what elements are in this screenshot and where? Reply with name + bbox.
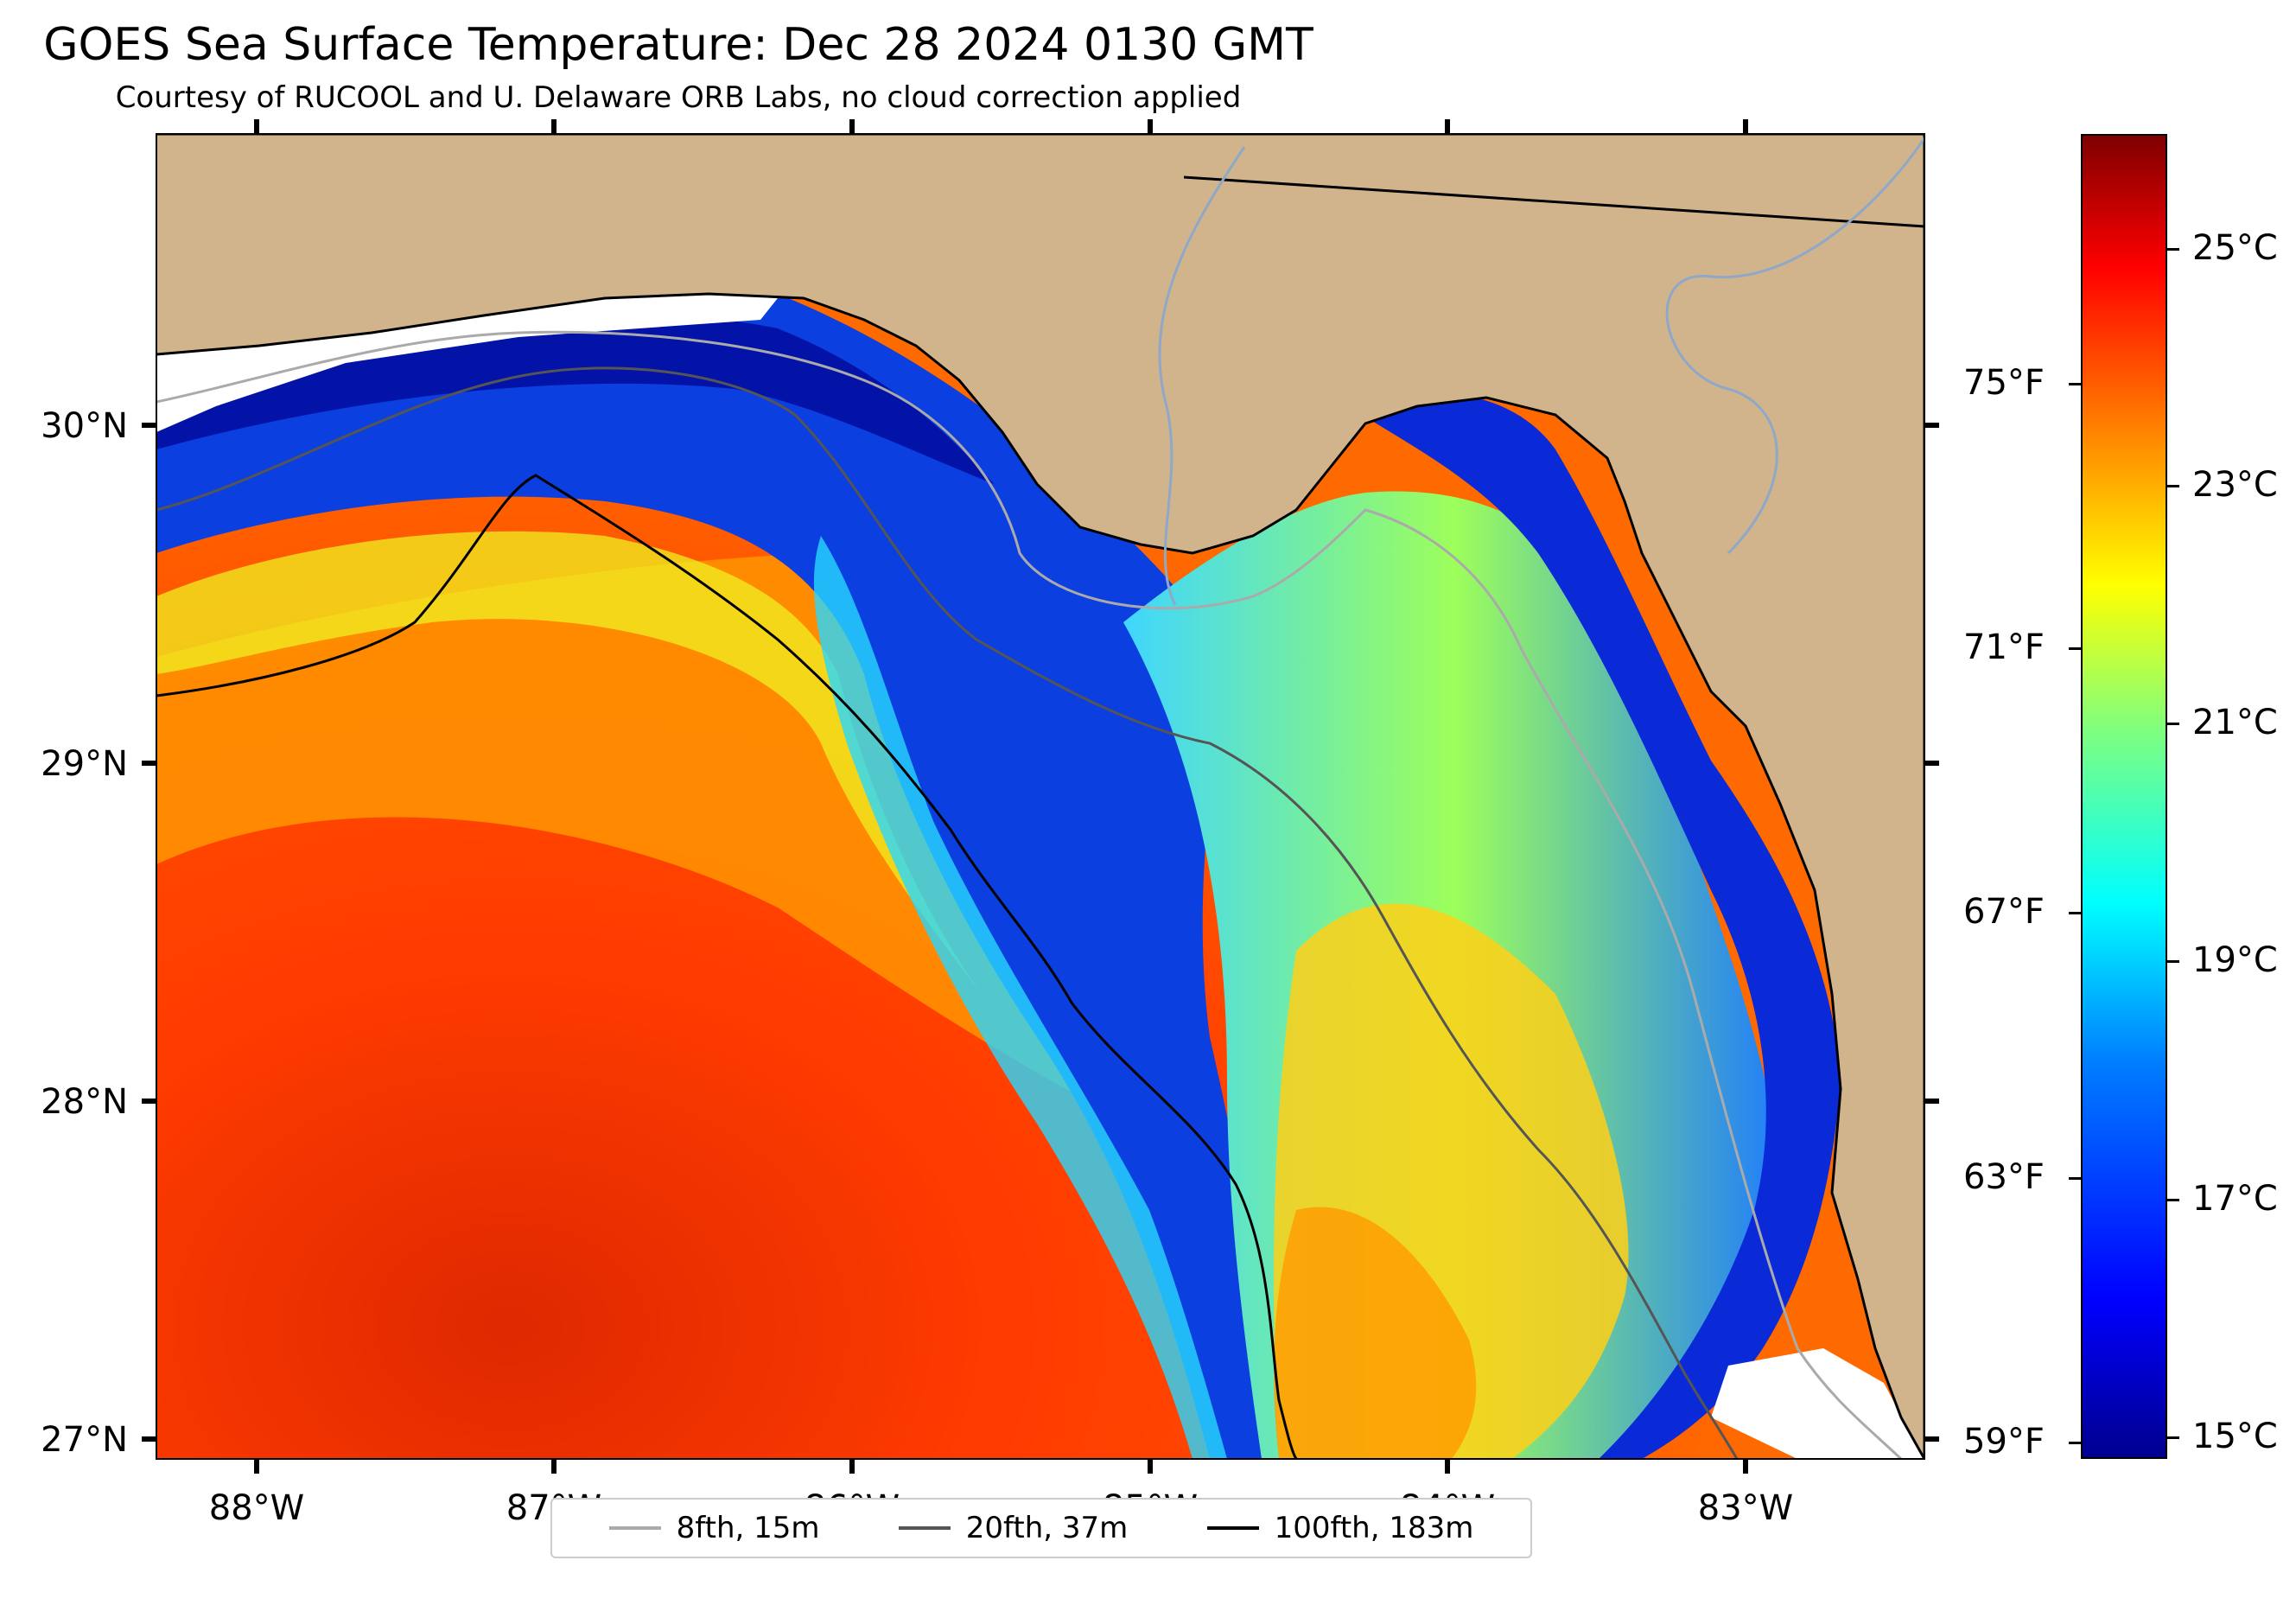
chart-subtitle: Courtesy of RUCOOL and U. Delaware ORB L… [115,80,1242,115]
legend-item-100fth: 100fth, 183m [1206,1511,1474,1545]
colorbar-label-f: 59°F [1963,1422,2045,1462]
colorbar-label-c: 23°C [2192,465,2278,505]
chart-title: GOES Sea Surface Temperature: Dec 28 202… [43,19,1313,71]
yellow-front [156,531,994,1011]
lat-tick-marks [142,423,1939,1442]
legend-item-20fth: 20fth, 37m [898,1511,1129,1545]
state-border [1183,175,1924,228]
coastline [156,134,1924,1459]
colorbar-label-f: 63°F [1963,1157,2045,1197]
lon-tick-marks [254,119,1748,1474]
map-frame [156,133,1925,1460]
isobath-legend: 8fth, 15m 20fth, 37m 100fth, 183m [550,1498,1532,1558]
legend-swatch [1206,1526,1259,1530]
legend-label: 100fth, 183m [1274,1511,1474,1545]
legend-label: 20fth, 37m [965,1511,1129,1545]
lon-label: 83°W [1698,1488,1793,1528]
lat-label: 28°N [41,1082,128,1122]
river [1158,146,1246,606]
lat-label: 29°N [41,744,128,784]
colorbar-label-c: 25°C [2192,228,2278,268]
colorbar-label-c: 19°C [2192,940,2278,980]
colorbar-label-f: 67°F [1963,892,2045,932]
isobath-8fth [156,330,1903,1459]
orange-band [156,553,1167,1141]
cold-tongue [156,273,1296,1459]
land-mass [156,134,1924,1459]
lat-label: 30°N [41,406,128,446]
legend-label: 8fth, 15m [676,1511,820,1545]
coastal-cold-east [1348,392,1841,1459]
lat-label: 27°N [41,1420,128,1460]
lon-label: 88°W [209,1488,304,1528]
colorbar-label-f: 75°F [1963,363,2045,403]
isobath-100fth [156,474,1298,1459]
colorbar-label-c: 21°C [2192,703,2278,742]
legend-swatch [898,1526,951,1530]
legend-item-8fth: 8fth, 15m [608,1511,820,1545]
legend-swatch [608,1526,661,1530]
colorbar-label-c: 15°C [2192,1417,2278,1456]
colorbar-label-f: 71°F [1963,627,2045,667]
colorbar-label-c: 17°C [2192,1179,2278,1219]
colorbar [2081,134,2167,1459]
isobath-20fth [156,366,1739,1459]
